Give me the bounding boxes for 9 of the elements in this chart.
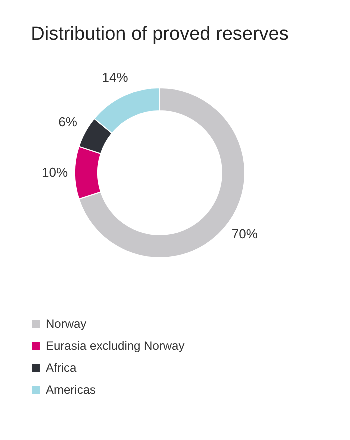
legend-label: Africa [46, 361, 77, 375]
data-label: 10% [42, 165, 68, 180]
legend-label: Eurasia excluding Norway [46, 339, 185, 353]
data-label: 70% [232, 226, 258, 242]
legend-label: Americas [46, 383, 96, 397]
legend-label: Norway [46, 317, 87, 331]
chart-title: Distribution of proved reserves [31, 24, 289, 45]
data-label: 6% [58, 114, 78, 130]
data-label: 14% [102, 70, 129, 85]
